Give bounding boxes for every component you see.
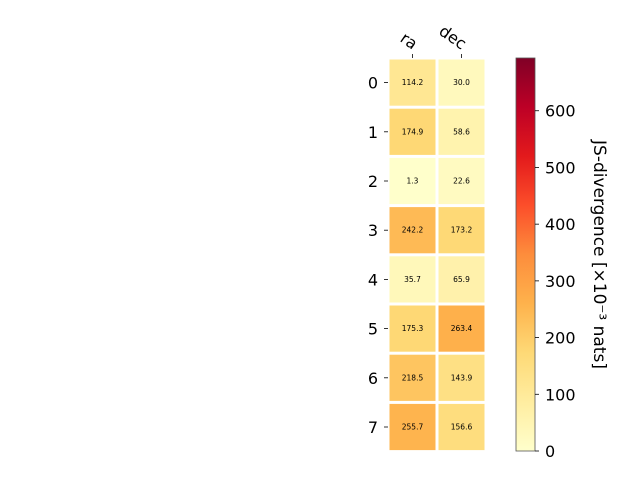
cell-value-label: 242.2 — [402, 226, 424, 235]
heatmap-cell — [389, 207, 436, 254]
colorbar-tick-label: 300 — [545, 272, 576, 291]
heatmap-cell — [389, 59, 436, 106]
heatmap-cell — [438, 354, 485, 401]
y-tick-label: 4 — [368, 270, 378, 289]
column-labels: ra dec — [397, 21, 470, 58]
cell-value-label: 174.9 — [402, 127, 424, 136]
heatmap-cell — [389, 305, 436, 352]
y-tick-label: 6 — [368, 369, 378, 388]
colorbar: 0 100 200 300 400 500 600 JS-divergence [×10⁻³ … — [515, 57, 609, 461]
colorbar-tick-label: 600 — [545, 102, 576, 121]
heatmap-cell — [438, 108, 485, 155]
cell-value-label: 1.3 — [407, 177, 419, 186]
heatmap-cells: 114.2 30.0 174.9 58.6 1.3 22.6 242.2 173.2 35.7 6… — [389, 59, 485, 451]
colorbar-tick-label: 0 — [545, 442, 555, 461]
cell-value-label: 143.9 — [451, 373, 473, 382]
heatmap-cell — [438, 207, 485, 254]
heatmap-cell — [438, 59, 485, 106]
y-tick-label: 3 — [368, 221, 378, 240]
heatmap-cell — [438, 256, 485, 303]
cell-value-label: 156.6 — [451, 423, 473, 432]
colorbar-gradient — [515, 57, 536, 452]
heatmap-cell — [389, 157, 436, 205]
cell-value-label: 35.7 — [404, 275, 421, 284]
x-tick-label: dec — [436, 21, 470, 53]
colorbar-tick-label: 500 — [545, 158, 576, 177]
cell-value-label: 263.4 — [451, 324, 473, 333]
y-tick-label: 7 — [368, 418, 378, 437]
row-labels: 0 1 2 3 4 5 6 7 — [368, 74, 388, 437]
cell-value-label: 65.9 — [453, 275, 470, 284]
cell-value-label: 22.6 — [453, 177, 470, 186]
heatmap-cell — [389, 108, 436, 155]
heatmap-cell — [438, 403, 485, 451]
y-tick-label: 0 — [368, 74, 378, 93]
colorbar-tick-label: 100 — [545, 385, 576, 404]
y-tick-label: 2 — [368, 172, 378, 191]
cell-value-label: 58.6 — [453, 127, 470, 136]
heatmap-cell — [389, 403, 436, 451]
heatmap-cell — [389, 354, 436, 401]
cell-value-label: 175.3 — [402, 324, 424, 333]
cell-value-label: 173.2 — [451, 226, 473, 235]
cell-value-label: 30.0 — [453, 78, 470, 87]
cell-value-label: 255.7 — [402, 423, 424, 432]
x-tick-label: ra — [397, 28, 421, 53]
heatmap-cell — [438, 305, 485, 352]
colorbar-tick-label: 200 — [545, 329, 576, 348]
y-tick-label: 5 — [368, 320, 378, 339]
colorbar-tick-label: 400 — [545, 215, 576, 234]
cell-value-label: 114.2 — [402, 78, 424, 87]
heatmap-cell — [389, 256, 436, 303]
colorbar-label: JS-divergence [×10⁻³ nats] — [589, 139, 609, 369]
y-tick-label: 1 — [368, 123, 378, 142]
cell-value-label: 218.5 — [402, 373, 424, 382]
heatmap-cell — [438, 157, 485, 205]
